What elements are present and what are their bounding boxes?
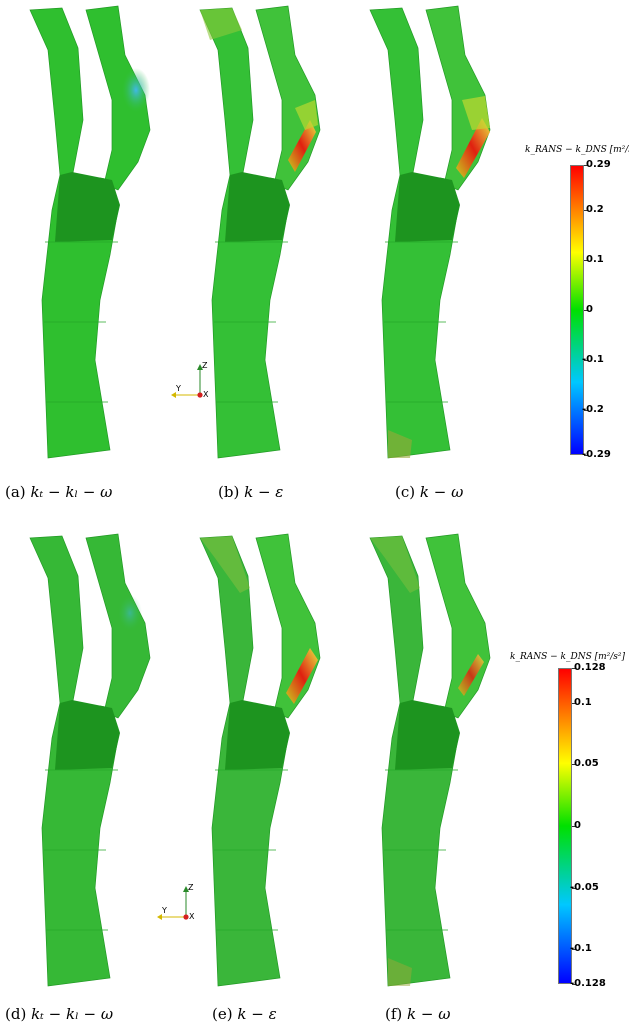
colorbar-tick-label: -0.1 xyxy=(570,943,592,955)
colorbar-tick-label: 0.2 xyxy=(586,204,604,215)
colorbar-tickmark xyxy=(584,410,588,411)
colorbar-tickmark xyxy=(572,702,576,704)
colorbar-tick-label: -0.1 xyxy=(582,354,604,365)
colorbar-tickmark xyxy=(584,210,588,211)
colorbar-tickmark xyxy=(572,826,576,827)
caption-d: (d) kₜ − kₗ − ω xyxy=(5,1005,114,1023)
colorbar-tick-label: -0.2 xyxy=(582,404,604,415)
colorbar-tickmark xyxy=(572,764,576,766)
colorbar-tick-label: 0 xyxy=(574,820,581,831)
colorbar-tick-label: -0.29 xyxy=(582,449,611,460)
colorbar-tick-label: -0.128 xyxy=(570,978,606,989)
colorbar-tickmark xyxy=(572,984,576,985)
colorbar-tick-label: 0.1 xyxy=(586,254,604,265)
colorbar-tick-label: 0.29 xyxy=(586,159,611,170)
colorbar-tickmark xyxy=(584,360,588,361)
axis-label-x: X xyxy=(189,912,195,921)
panel-e-geometry xyxy=(199,533,321,987)
colorbar-tick-label: 0.1 xyxy=(574,696,592,708)
colorbar-tick-label: 0 xyxy=(586,304,593,315)
colorbar-tickmark xyxy=(572,949,576,951)
colorbar-tickmark xyxy=(572,887,576,889)
colorbar-tick-label: 0.128 xyxy=(574,662,606,673)
colorbar-tickmark xyxy=(584,260,588,261)
colorbar-top-title: k_RANS − k_DNS [m²/s²] xyxy=(525,145,629,155)
colorbar-top-bar xyxy=(570,165,584,455)
axis-label-z: Z xyxy=(188,883,194,892)
panel-a-geometry xyxy=(29,5,151,459)
axis-label-y: Y xyxy=(162,906,167,915)
caption-b: (b) k − ε xyxy=(218,483,284,501)
panel-f-geometry xyxy=(369,533,491,987)
colorbar-tick-label: 0.05 xyxy=(574,758,599,770)
caption-e: (e) k − ε xyxy=(212,1005,277,1023)
colorbar-tickmark xyxy=(584,165,588,166)
colorbar-tickmark xyxy=(584,455,588,456)
orientation-axes-bottom: Z Y X xyxy=(154,882,214,932)
colorbar-bottom-bar xyxy=(558,668,572,984)
axis-label-z: Z xyxy=(202,361,208,370)
colorbar-tickmark xyxy=(584,310,588,311)
panel-c-geometry xyxy=(369,5,491,459)
panel-d-geometry xyxy=(29,533,151,987)
orientation-axes-top: Z Y X xyxy=(168,360,228,410)
panel-b-geometry xyxy=(199,5,321,459)
colorbar-tickmark xyxy=(572,668,576,669)
axis-label-y: Y xyxy=(176,384,181,393)
colorbar-tick-label: -0.05 xyxy=(570,881,599,893)
caption-a: (a) kₜ − kₗ − ω xyxy=(5,483,113,501)
colorbar-bottom-title: k_RANS − k_DNS [m²/s²] xyxy=(510,652,626,662)
caption-c: (c) k − ω xyxy=(395,483,464,501)
axis-label-x: X xyxy=(203,390,209,399)
caption-f: (f) k − ω xyxy=(385,1005,451,1023)
